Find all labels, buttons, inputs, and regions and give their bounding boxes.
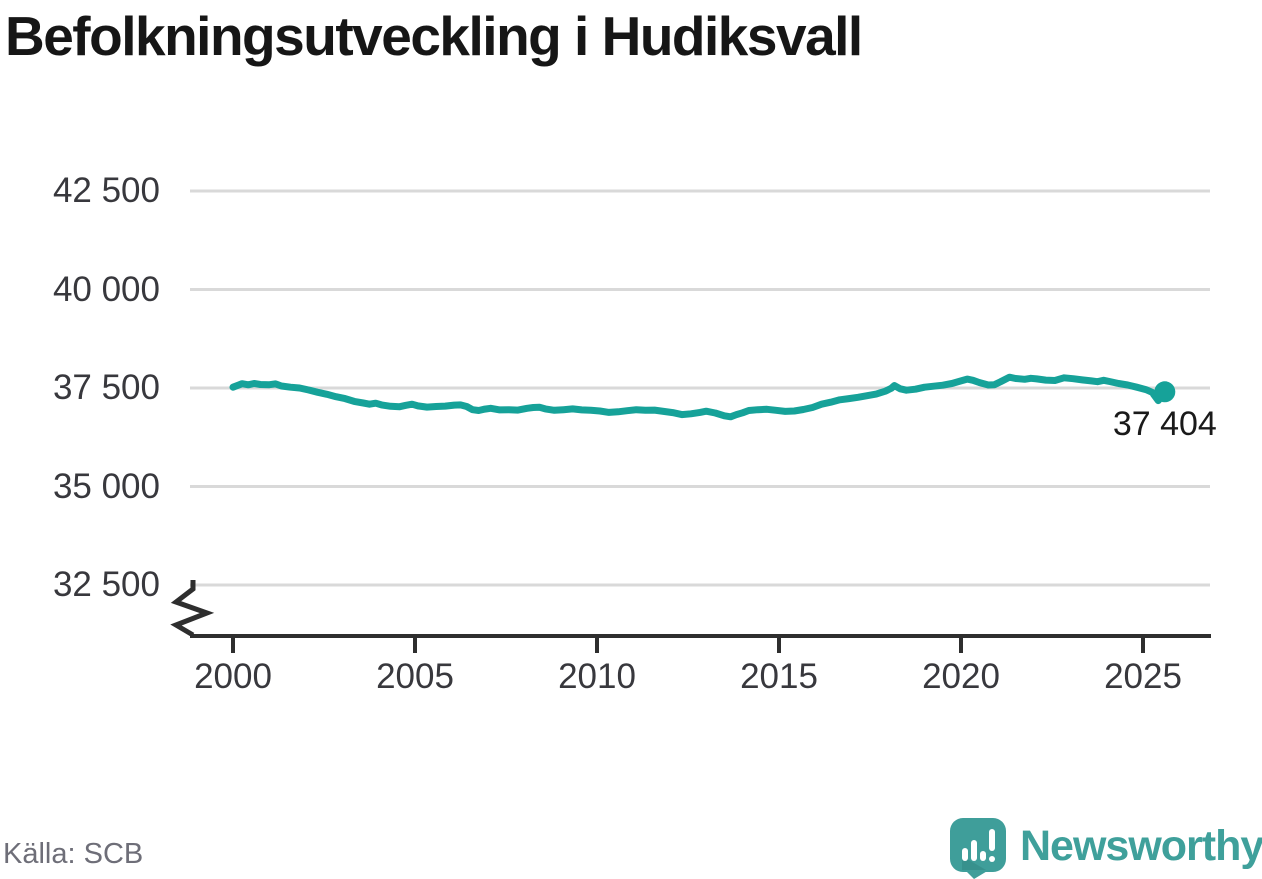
x-axis-tick-label: 2015 (740, 657, 818, 696)
y-axis-tick-label: 42 500 (52, 171, 160, 210)
population-series-line (229, 373, 1169, 421)
newsworthy-brand: Newsworthy (950, 817, 1262, 879)
latest-value-label: 37 404 (1112, 404, 1217, 443)
x-axis-tick-label: 2000 (194, 657, 272, 696)
endpoint-dot (1154, 381, 1176, 403)
newsworthy-wordmark: Newsworthy (1020, 822, 1262, 870)
x-axis-tick-label: 2010 (558, 657, 636, 696)
newsworthy-logo-icon (950, 818, 1006, 879)
source-note: Källa: SCB (3, 838, 144, 870)
axis-break-squiggle-icon (170, 580, 215, 638)
y-axis-tick-label: 40 000 (52, 269, 160, 309)
chart-title: Befolkningsutveckling i Hudiksvall (5, 5, 863, 67)
x-axis-tick-label: 2005 (376, 657, 454, 696)
y-axis-tick-label: 37 500 (52, 368, 160, 407)
y-axis-tick-label: 32 500 (52, 565, 160, 604)
x-axis-tick-label: 2025 (1104, 657, 1182, 696)
x-axis-tick-label: 2020 (922, 657, 1000, 696)
y-axis-tick-label: 35 000 (52, 466, 160, 506)
